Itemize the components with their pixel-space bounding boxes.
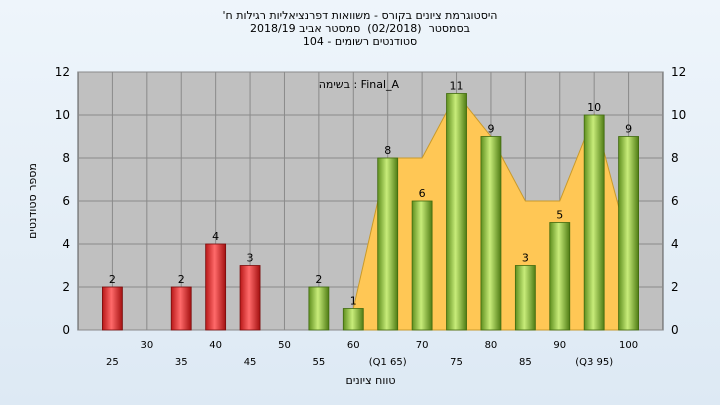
x-tick-95: (Q3 95) <box>575 357 613 368</box>
x-tick-75: 75 <box>450 357 463 368</box>
y-axis-title: מספר סטודנטים <box>26 163 39 239</box>
y-tick-left: 2 <box>62 280 70 294</box>
y-tick-left: 10 <box>55 108 70 122</box>
x-tick-30: 30 <box>140 340 153 351</box>
x-tick-25: 25 <box>106 357 119 368</box>
y-tick-right: 0 <box>671 323 679 337</box>
bar-value-labels: 2 2 4 3 2 1 8 6 11 9 3 5 10 9 <box>109 80 632 308</box>
bar-55 <box>308 286 330 331</box>
chart-title-line-3: סטודנטים רשומים - 104 <box>302 35 418 48</box>
x-tick-100: 100 <box>619 340 638 351</box>
y-tick-right: 2 <box>671 280 679 294</box>
bar-85 <box>514 265 536 331</box>
bar-label-80: 9 <box>487 123 494 136</box>
bars-group <box>102 93 639 331</box>
bar-label-90: 5 <box>556 209 563 222</box>
x-tick-50: 50 <box>278 340 291 351</box>
bar-label-45: 3 <box>247 252 254 265</box>
x-tick-80: 80 <box>485 340 498 351</box>
bar-100 <box>618 136 639 331</box>
y-tick-left: 12 <box>55 65 70 79</box>
bar-label-60: 1 <box>350 295 357 308</box>
chart-annotation: בשימה : Final_A <box>319 78 400 91</box>
y-tick-right: 12 <box>671 65 686 79</box>
bar-25 <box>102 286 123 331</box>
bar-70 <box>411 200 433 331</box>
x-tick-65: (Q1 65) <box>369 357 407 368</box>
bar-90 <box>549 222 571 331</box>
y-tick-left: 0 <box>62 323 70 337</box>
bar-40 <box>205 243 227 331</box>
bar-65 <box>377 157 399 331</box>
bar-95 <box>583 114 605 331</box>
y-tick-left: 4 <box>62 237 70 251</box>
bar-35 <box>170 286 192 331</box>
x-tick-55: 55 <box>313 357 326 368</box>
bar-75 <box>446 93 467 331</box>
chart-title-line-2: בסמסטר (02/2018) סמסטר אביב 2018/19 <box>249 22 471 35</box>
bar-label-65: 8 <box>384 144 391 157</box>
bar-80 <box>480 136 502 331</box>
y-tick-left: 6 <box>62 194 70 208</box>
x-tick-90: 90 <box>553 340 566 351</box>
y-axis-right-ticks: 0 2 4 6 8 10 12 <box>671 65 686 337</box>
x-tick-70: 70 <box>416 340 429 351</box>
x-tick-85: 85 <box>519 357 532 368</box>
bar-label-100: 9 <box>625 123 632 136</box>
bar-label-85: 3 <box>522 252 529 265</box>
bar-60 <box>342 308 364 331</box>
y-tick-right: 4 <box>671 237 679 251</box>
bar-45 <box>239 265 261 331</box>
chart-title-line-1: 'היסטוגרמת ציונים בקורס - משוואות דפרנצי… <box>222 9 498 22</box>
x-tick-35: 35 <box>175 357 188 368</box>
x-axis-ticks: 25 30 35 40 45 50 55 60 (Q1 65) 70 75 80 85 90 (Q3 95)… <box>106 340 638 368</box>
x-tick-45: 45 <box>244 357 257 368</box>
bar-label-35: 2 <box>178 273 185 286</box>
bar-label-70: 6 <box>419 187 426 200</box>
x-tick-60: 60 <box>347 340 360 351</box>
y-tick-right: 10 <box>671 108 686 122</box>
x-tick-40: 40 <box>209 340 222 351</box>
y-tick-left: 8 <box>62 151 70 165</box>
chart-title: 'היסטוגרמת ציונים בקורס - משוואות דפרנצי… <box>0 9 720 48</box>
x-axis-title: טווח ציונים <box>346 374 396 387</box>
y-tick-right: 6 <box>671 194 679 208</box>
bar-label-40: 4 <box>212 230 219 243</box>
bar-label-25: 2 <box>109 273 116 286</box>
bar-label-55: 2 <box>315 273 322 286</box>
bar-label-95: 10 <box>587 101 601 114</box>
y-axis-left-ticks: 0 2 4 6 8 10 12 <box>55 65 70 337</box>
y-tick-right: 8 <box>671 151 679 165</box>
bar-label-75: 11 <box>450 80 464 93</box>
